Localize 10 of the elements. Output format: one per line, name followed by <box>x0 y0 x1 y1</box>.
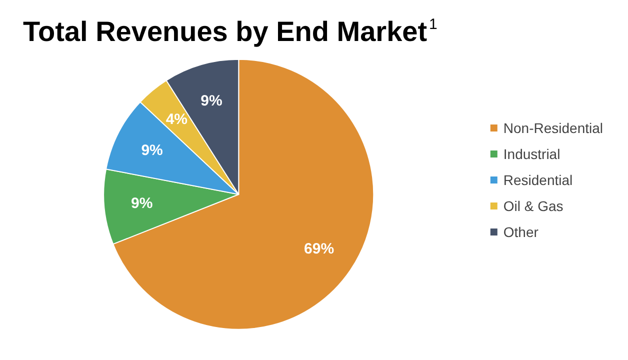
legend-label: Oil & Gas <box>503 198 564 214</box>
data-label: 9% <box>141 142 163 159</box>
data-label: 69% <box>304 240 334 258</box>
data-label: 9% <box>200 92 222 110</box>
data-label: 9% <box>131 195 153 212</box>
legend-label: Industrial <box>503 146 560 162</box>
legend-label: Non-Residential <box>503 120 604 136</box>
legend-label: Other <box>503 224 539 240</box>
legend-label: Residential <box>503 172 573 188</box>
data-label: 4% <box>166 111 188 128</box>
